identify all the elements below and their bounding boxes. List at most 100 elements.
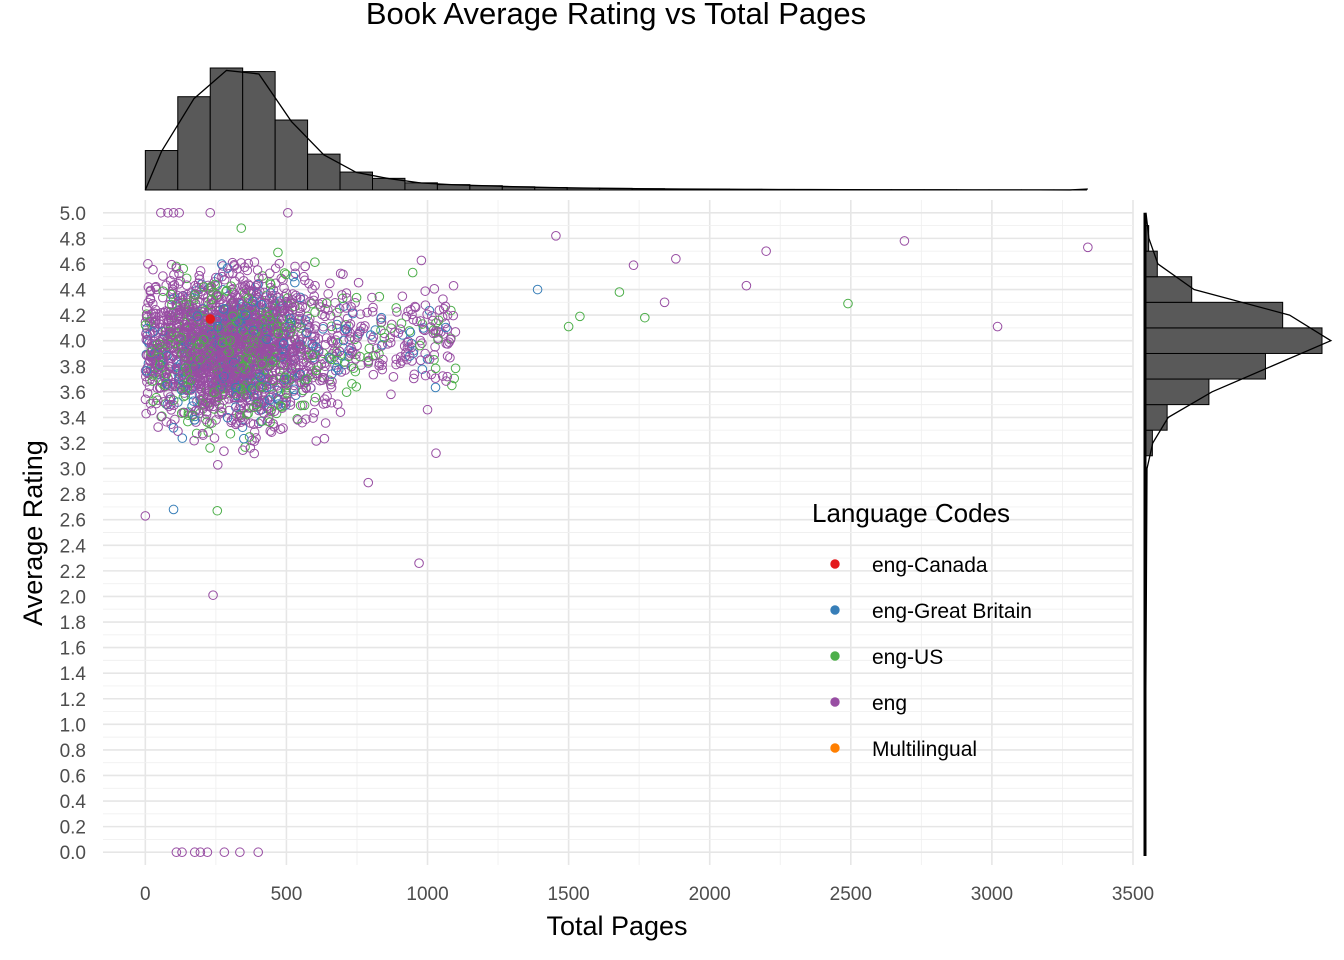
- scatter-point: [364, 343, 375, 354]
- scatter-point: [297, 301, 308, 312]
- scatter-point: [181, 322, 192, 333]
- y-axis-ticks: 0.0 0.2 0.4 0.6 0.8 1.0 1.2 1.4 1.6 1.8 2.0 2.2 2.4 2…: [60, 204, 87, 864]
- y-tick-label: 4.4: [60, 281, 87, 302]
- scatter-point: [241, 392, 252, 403]
- scatter-point: [296, 377, 307, 388]
- scatter-point: [401, 347, 411, 358]
- scatter-point: [193, 353, 204, 363]
- scatter-point: [228, 311, 238, 322]
- scatter-point: [209, 387, 219, 398]
- scatter-point: [761, 246, 771, 256]
- scatter-point: [225, 428, 236, 439]
- scatter-point: [428, 325, 439, 335]
- scatter-point: [264, 311, 274, 322]
- scatter-point: [430, 363, 441, 374]
- scatter-point: [164, 299, 175, 310]
- scatter-point: [288, 271, 299, 282]
- scatter-point: [244, 285, 254, 296]
- scatter-point: [253, 327, 263, 338]
- scatter-point: [197, 398, 208, 409]
- scatter-point: [333, 365, 344, 375]
- scatter-point: [199, 282, 209, 292]
- scatter-point: [271, 408, 282, 419]
- scatter-point: [164, 328, 174, 338]
- scatter-point: [407, 267, 418, 278]
- scatter-point: [141, 366, 152, 376]
- scatter-point: [843, 298, 853, 309]
- scatter-point: [242, 298, 252, 308]
- scatter-point: [420, 370, 431, 381]
- scatter-point: [222, 327, 233, 337]
- scatter-point: [286, 323, 297, 334]
- scatter-point: [164, 401, 174, 412]
- scatter-point: [156, 411, 166, 422]
- scatter-point: [228, 284, 238, 294]
- scatter-point: [189, 415, 200, 425]
- legend-key: [830, 605, 840, 615]
- scatter-point: [231, 382, 241, 393]
- scatter-point: [195, 266, 206, 276]
- scatter-point: [146, 405, 157, 416]
- scatter-point: [397, 291, 408, 302]
- scatter-point: [575, 311, 585, 322]
- scatter-point: [188, 396, 199, 406]
- scatter-point: [326, 321, 337, 332]
- scatter-point: [386, 389, 396, 400]
- scatter-point: [204, 326, 215, 337]
- y-tick-label: 3.0: [60, 460, 86, 481]
- y-tick-label: 1.0: [60, 715, 86, 736]
- scatter-point: [263, 298, 274, 309]
- scatter-point: [360, 321, 370, 331]
- scatter-point: [282, 359, 292, 370]
- scatter-point: [420, 286, 431, 296]
- scatter-point: [208, 401, 218, 412]
- scatter-point: [278, 423, 288, 433]
- scatter-point: [442, 371, 453, 382]
- scatter-point: [289, 371, 300, 382]
- scatter-point: [420, 300, 431, 310]
- scatter-point: [227, 293, 237, 303]
- scatter-point: [178, 383, 188, 394]
- scatter-point: [288, 312, 299, 323]
- scatter-point: [153, 422, 163, 432]
- scatter-point: [239, 315, 249, 326]
- scatter-point: [206, 294, 217, 305]
- scatter-point: [202, 398, 213, 409]
- scatter-point: [267, 291, 278, 301]
- scatter-point: [147, 298, 158, 309]
- x-tick-label: 1000: [406, 884, 448, 905]
- scatter-point: [628, 260, 639, 271]
- scatter-point: [276, 371, 286, 381]
- scatter-point: [229, 276, 240, 286]
- scatter-point: [238, 287, 248, 297]
- scatter-point: [142, 388, 153, 398]
- scatter-point: [281, 297, 292, 308]
- scatter-point: [311, 365, 322, 376]
- scatter-point: [246, 383, 257, 394]
- y-tick-label: 2.2: [60, 562, 86, 583]
- scatter-point: [333, 315, 343, 326]
- scatter-point: [283, 207, 293, 218]
- scatter-point: [335, 268, 346, 279]
- scatter-point: [143, 297, 153, 308]
- scatter-point: [147, 327, 158, 337]
- scatter-point: [230, 302, 241, 313]
- scatter-point: [224, 394, 234, 404]
- scatter-point: [427, 311, 437, 321]
- scatter-point: [367, 334, 377, 345]
- scatter-point: [275, 401, 286, 411]
- scatter-point: [200, 325, 210, 336]
- scatter-point: [332, 399, 343, 410]
- scatter-point: [256, 299, 267, 310]
- scatter-point: [291, 341, 301, 351]
- scatter-point: [190, 290, 200, 300]
- scatter-point: [448, 310, 459, 321]
- scatter-point: [142, 334, 153, 345]
- scatter-point: [309, 407, 320, 418]
- scatter-point: [309, 291, 320, 301]
- y-density-curve: [1144, 212, 1333, 853]
- scatter-point: [347, 378, 357, 389]
- y-histogram-bar: [1144, 301, 1284, 329]
- y-tick-label: 1.2: [60, 690, 86, 711]
